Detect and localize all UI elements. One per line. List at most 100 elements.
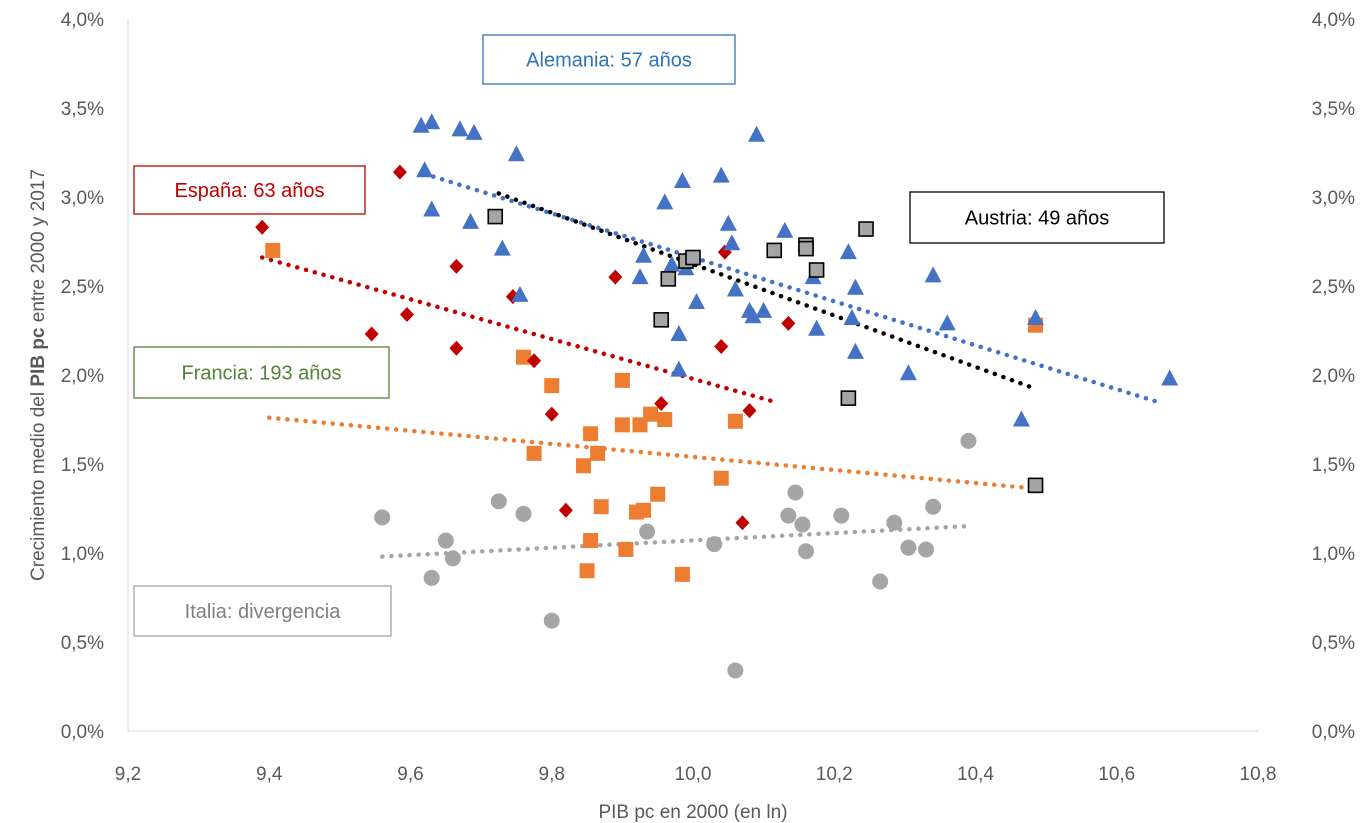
data-point-espana — [714, 339, 729, 355]
data-point-italia — [490, 493, 507, 510]
y-tick-label-left: 0,0% — [61, 722, 104, 743]
data-point-alemania — [670, 360, 688, 377]
data-point-francia — [713, 470, 729, 486]
data-point-alemania — [1161, 369, 1179, 386]
data-point-francia — [593, 499, 609, 515]
callout-box-austria — [909, 191, 1165, 244]
trendline-espana — [259, 255, 777, 404]
data-point-italia — [960, 432, 977, 449]
trendline-alemania — [422, 171, 1165, 406]
data-point-austria — [798, 240, 814, 257]
data-point-alemania — [748, 125, 766, 142]
data-point-francia — [618, 541, 634, 557]
callout-alemania: Alemania: 57 años — [482, 34, 736, 85]
data-point-alemania — [744, 307, 762, 324]
data-point-italia — [727, 662, 744, 679]
data-point-alemania — [723, 234, 741, 251]
callout-box-italia — [133, 585, 392, 637]
data-point-alemania — [843, 309, 861, 326]
data-point-alemania — [507, 145, 525, 162]
y-tick-label-right: 1,5% — [1312, 455, 1355, 476]
x-tick-label: 9,8 — [539, 764, 565, 785]
callout-italia: Italia: divergencia — [133, 585, 392, 637]
data-point-austria — [858, 221, 874, 237]
data-point-alemania — [631, 268, 649, 285]
callout-austria: Austria: 49 años — [909, 191, 1165, 244]
data-point-espana — [544, 406, 559, 422]
data-point-austria — [766, 242, 783, 259]
data-point-alemania — [451, 120, 469, 137]
y-tick-label-right: 0,5% — [1312, 633, 1355, 654]
x-axis-ticks: 9,2 9,4 9,6 9,8 10,0 10,2 10,4 10,6 10,8 — [115, 764, 1277, 785]
data-point-alemania — [673, 171, 691, 188]
data-point-italia — [515, 505, 532, 522]
x-tick-label: 10,2 — [816, 764, 853, 785]
data-point-italia — [833, 507, 850, 524]
x-tick-label: 10,0 — [675, 764, 712, 785]
y-tick-label-left: 2,5% — [61, 277, 104, 298]
y-tick-label-left: 4,0% — [61, 10, 104, 31]
data-point-francia — [516, 349, 531, 365]
callout-label-austria: Austria: 49 años — [965, 208, 1110, 230]
data-point-alemania — [899, 364, 917, 381]
y-tick-label-right: 2,5% — [1312, 277, 1355, 298]
data-point-francia — [674, 566, 690, 582]
data-point-italia — [787, 484, 804, 501]
data-point-francia — [614, 417, 630, 433]
callout-label-francia: Francia: 193 años — [181, 363, 341, 385]
data-point-alemania — [846, 342, 864, 359]
data-point-francia — [650, 486, 666, 502]
data-point-francia — [727, 413, 743, 429]
data-point-alemania — [755, 301, 773, 318]
data-point-alemania — [511, 285, 529, 302]
y-tick-label-right: 1,0% — [1312, 544, 1355, 565]
y-axis-left-ticks: 0,0% 0,5% 1,0% 1,5% 2,0% 2,5% 3,0% 3,5% 4,0% — [61, 10, 104, 743]
data-point-alemania — [726, 280, 744, 297]
data-point-italia — [925, 498, 942, 515]
y-tick-label-left: 0,5% — [61, 633, 104, 654]
y-axis-title-post: entre 2000 y 2017 — [28, 169, 49, 327]
data-point-italia — [437, 532, 454, 549]
data-point-italia — [543, 612, 560, 629]
axes — [127, 19, 1258, 732]
callout-label-italia: Italia: divergencia — [185, 601, 342, 623]
data-point-italia — [872, 573, 889, 590]
data-point-alemania — [846, 278, 864, 295]
series-callouts: Alemania: 57 años España: 63 años Austria:… — [133, 34, 1165, 637]
y-axis-title-bold: PIB pc — [28, 327, 49, 387]
callout-francia: Francia: 193 años — [133, 346, 390, 399]
data-point-alemania — [839, 243, 857, 260]
data-point-espana — [449, 340, 464, 356]
data-point-alemania — [423, 113, 441, 130]
data-point-francia — [544, 378, 560, 394]
data-point-espana — [255, 219, 270, 235]
callout-label-alemania: Alemania: 57 años — [526, 50, 692, 72]
data-point-espana — [742, 403, 757, 419]
x-tick-label: 10,4 — [957, 764, 994, 785]
data-point-francia — [636, 502, 652, 518]
data-point-alemania — [670, 325, 688, 342]
data-point-francia — [614, 372, 630, 388]
data-point-francia — [576, 458, 592, 474]
data-point-francia — [265, 242, 281, 258]
data-point-espana — [399, 306, 414, 322]
data-point-alemania — [656, 193, 674, 210]
data-point-alemania — [776, 221, 794, 238]
data-point-italia — [918, 541, 935, 558]
x-tick-label: 9,6 — [397, 764, 423, 785]
data-point-espana — [608, 269, 623, 285]
y-tick-label-right: 2,0% — [1312, 366, 1355, 387]
x-axis-title: PIB pc en 2000 (en ln) — [598, 802, 787, 823]
data-point-austria — [1027, 477, 1044, 494]
data-point-espana — [392, 164, 407, 180]
data-point-francia — [583, 426, 599, 442]
data-point-alemania — [493, 239, 511, 256]
data-point-alemania — [688, 293, 706, 310]
data-point-alemania — [423, 200, 441, 217]
data-point-espana — [364, 326, 379, 342]
y-tick-label-left: 3,0% — [61, 188, 104, 209]
data-point-espana — [781, 315, 796, 331]
y-tick-label-right: 4,0% — [1312, 10, 1355, 31]
trendline-italia — [380, 524, 968, 559]
